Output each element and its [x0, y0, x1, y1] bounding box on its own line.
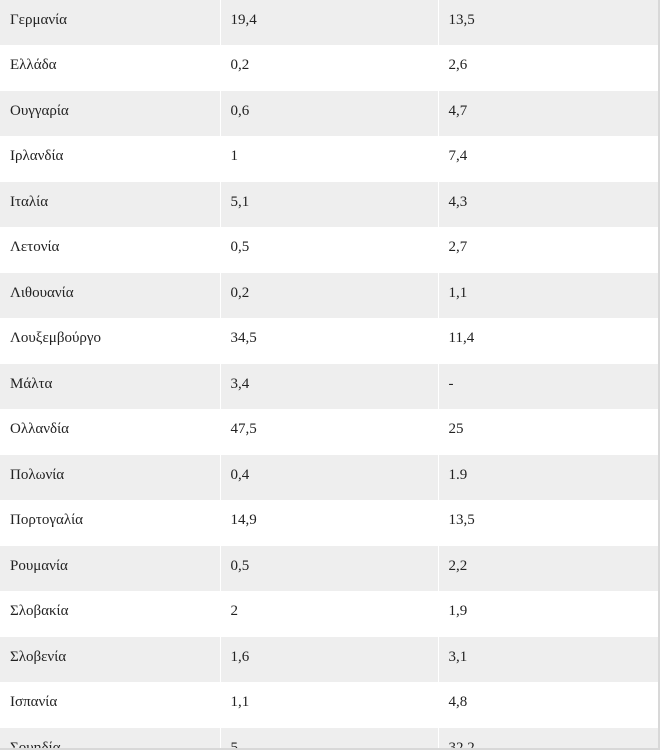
- value-2-cell: 2,2: [438, 545, 660, 591]
- country-cell: Μάλτα: [0, 363, 221, 409]
- value-2-cell: 2,6: [438, 45, 660, 91]
- country-cell: Σλοβακία: [0, 591, 221, 637]
- right-border: [658, 0, 660, 750]
- table-row: Πορτογαλία 14,9 13,5: [0, 500, 660, 546]
- table-row: Λετονία 0,5 2,7: [0, 227, 660, 273]
- table-row: Γερμανία 19,4 13,5: [0, 0, 660, 45]
- country-cell: Ρουμανία: [0, 545, 221, 591]
- country-cell: Ισπανία: [0, 682, 221, 728]
- value-1-cell: 0,2: [220, 272, 439, 318]
- table-row: Σλοβενία 1,6 3,1: [0, 636, 660, 682]
- country-cell: Πορτογαλία: [0, 500, 221, 546]
- country-cell: Σουηδία: [0, 727, 221, 750]
- country-cell: Πολωνία: [0, 454, 221, 500]
- bottom-border: [0, 748, 660, 750]
- country-cell: Λουξεμβούργο: [0, 318, 221, 364]
- table-row: Μάλτα 3,4-: [0, 363, 660, 409]
- value-2-cell: 1.9: [438, 454, 660, 500]
- value-2-cell: 4,8: [438, 682, 660, 728]
- country-cell: Λετονία: [0, 227, 221, 273]
- value-2-cell: -: [438, 363, 660, 409]
- value-1-cell: 47,5: [220, 409, 439, 455]
- value-1-cell: 0,6: [220, 90, 439, 136]
- country-cell: Ιρλανδία: [0, 136, 221, 182]
- value-1-cell: 0,2: [220, 45, 439, 91]
- value-2-cell: 13,5: [438, 0, 660, 45]
- value-1-cell: 5,1: [220, 181, 439, 227]
- country-cell: Γερμανία: [0, 0, 221, 45]
- table-row: Ισπανία 1,1 4,8: [0, 682, 660, 728]
- table-row: Ρουμανία 0,5 2,2: [0, 545, 660, 591]
- value-2-cell: 2,7: [438, 227, 660, 273]
- value-1-cell: 5: [220, 727, 439, 750]
- value-1-cell: 34,5: [220, 318, 439, 364]
- value-2-cell: 13,5: [438, 500, 660, 546]
- country-cell: Λιθουανία: [0, 272, 221, 318]
- table-row: Λιθουανία 0,2 1,1: [0, 272, 660, 318]
- table-row: Λουξεμβούργο 34,5 11,4: [0, 318, 660, 364]
- table-row: Σουηδία 5 32,2: [0, 727, 660, 750]
- value-1-cell: 3,4: [220, 363, 439, 409]
- value-1-cell: 19,4: [220, 0, 439, 45]
- table-row: Ιρλανδία 1 7,4: [0, 136, 660, 182]
- value-2-cell: 1,1: [438, 272, 660, 318]
- value-1-cell: 1: [220, 136, 439, 182]
- value-2-cell: 11,4: [438, 318, 660, 364]
- value-2-cell: 7,4: [438, 136, 660, 182]
- table-row: Πολωνία 0,4 1.9: [0, 454, 660, 500]
- value-1-cell: 0,5: [220, 227, 439, 273]
- country-cell: Ουγγαρία: [0, 90, 221, 136]
- value-1-cell: 0,4: [220, 454, 439, 500]
- table-row: Σλοβακία 2 1,9: [0, 591, 660, 637]
- table-row: Ελλάδα 0,2 2,6: [0, 45, 660, 91]
- table-row: Ιταλία 5,1 4,3: [0, 181, 660, 227]
- value-2-cell: 3,1: [438, 636, 660, 682]
- value-1-cell: 1,1: [220, 682, 439, 728]
- value-2-cell: 32,2: [438, 727, 660, 750]
- country-cell: Ολλανδία: [0, 409, 221, 455]
- country-cell: Σλοβενία: [0, 636, 221, 682]
- table-row: Ολλανδία 47,5 25: [0, 409, 660, 455]
- value-1-cell: 2: [220, 591, 439, 637]
- value-1-cell: 14,9: [220, 500, 439, 546]
- country-cell: Ιταλία: [0, 181, 221, 227]
- value-1-cell: 0,5: [220, 545, 439, 591]
- value-2-cell: 4,7: [438, 90, 660, 136]
- value-2-cell: 25: [438, 409, 660, 455]
- value-1-cell: 1,6: [220, 636, 439, 682]
- value-2-cell: 4,3: [438, 181, 660, 227]
- country-cell: Ελλάδα: [0, 45, 221, 91]
- value-2-cell: 1,9: [438, 591, 660, 637]
- table-row: Ουγγαρία 0,6 4,7: [0, 90, 660, 136]
